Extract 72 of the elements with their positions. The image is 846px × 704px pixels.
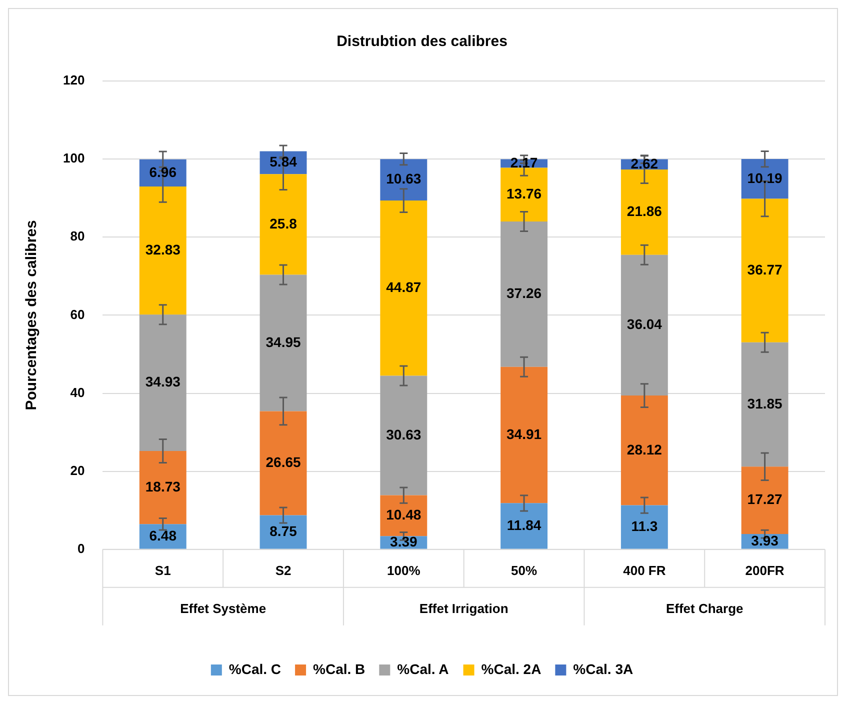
- legend-label: %Cal. C: [228, 660, 282, 677]
- data-label: 17.27: [747, 491, 783, 508]
- x-tick-label: 400 FR: [623, 562, 666, 578]
- bar: [500, 503, 548, 549]
- x-tick-label: 50%: [511, 562, 538, 578]
- data-label: 21.86: [626, 203, 662, 220]
- data-label: 10.63: [386, 170, 422, 187]
- bar: [380, 376, 428, 496]
- legend-label: %Cal. 2A: [481, 660, 542, 677]
- legend-label: %Cal. 3A: [573, 660, 634, 677]
- x-tick-label: 200FR: [745, 562, 785, 578]
- data-label: 31.85: [747, 395, 783, 412]
- data-label: 11.84: [506, 516, 542, 533]
- data-label: 13.76: [506, 185, 542, 202]
- chart-title: Distrubtion des calibres: [336, 33, 508, 50]
- bar: [620, 254, 668, 396]
- data-label: 10.48: [386, 506, 422, 523]
- data-label: 5.84: [270, 154, 298, 170]
- data-label: 26.65: [266, 454, 301, 470]
- bar: [139, 186, 186, 315]
- bar: [620, 396, 668, 506]
- y-tick-label: 80: [70, 228, 85, 244]
- data-label: 30.63: [386, 426, 422, 442]
- bar: [741, 198, 788, 342]
- x-tick-label: S2: [275, 562, 292, 578]
- data-label: 36.77: [747, 261, 783, 278]
- data-label: 11.3: [631, 518, 658, 534]
- y-axis-title: Pourcentages des calibres: [23, 220, 40, 410]
- data-label: 6.48: [149, 527, 177, 544]
- bar: [380, 200, 428, 376]
- bar: [741, 466, 788, 534]
- bar: [260, 274, 307, 412]
- bar: [500, 221, 548, 367]
- y-tick-label: 120: [62, 72, 85, 88]
- data-label: 44.87: [386, 278, 422, 295]
- data-label: 2.62: [630, 155, 658, 172]
- bar: [260, 411, 307, 516]
- bar: [139, 314, 186, 451]
- data-label: 6.96: [149, 164, 177, 180]
- bar: [139, 450, 186, 524]
- text: Effet Charge: [666, 600, 744, 616]
- data-label: 3.93: [751, 532, 779, 548]
- legend-label: %Cal. A: [397, 660, 449, 677]
- bar: [620, 505, 668, 549]
- y-tick-label: 60: [70, 306, 85, 322]
- data-label: 8.75: [270, 522, 298, 539]
- data-label: 37.26: [506, 285, 542, 302]
- y-tick-label: 100: [62, 150, 85, 166]
- data-label: 3.39: [390, 533, 418, 550]
- data-label: 34.91: [506, 426, 542, 442]
- text: Effet Irrigation: [419, 600, 508, 616]
- y-tick-label: 40: [70, 384, 85, 400]
- y-tick-label: 0: [77, 540, 85, 556]
- y-tick-label: 20: [70, 462, 85, 478]
- bar: [260, 174, 307, 275]
- legend-label: %Cal. B: [313, 660, 366, 677]
- data-label: 34.93: [145, 374, 181, 390]
- bar: [500, 366, 548, 504]
- bar: [741, 342, 788, 467]
- data-label: 28.12: [626, 441, 662, 458]
- data-label: 10.19: [747, 170, 783, 186]
- data-label: 2.17: [510, 154, 538, 170]
- x-tick-label: 100%: [387, 562, 421, 578]
- data-label: 36.04: [626, 316, 662, 332]
- bar: [500, 168, 548, 222]
- data-label: 32.83: [145, 241, 181, 258]
- text: Effet Système: [180, 600, 266, 616]
- data-label: 18.73: [145, 478, 181, 494]
- data-label: 34.95: [266, 334, 301, 350]
- x-tick-label: S1: [154, 562, 171, 578]
- data-label: 25.8: [270, 215, 298, 232]
- bar: [620, 170, 668, 255]
